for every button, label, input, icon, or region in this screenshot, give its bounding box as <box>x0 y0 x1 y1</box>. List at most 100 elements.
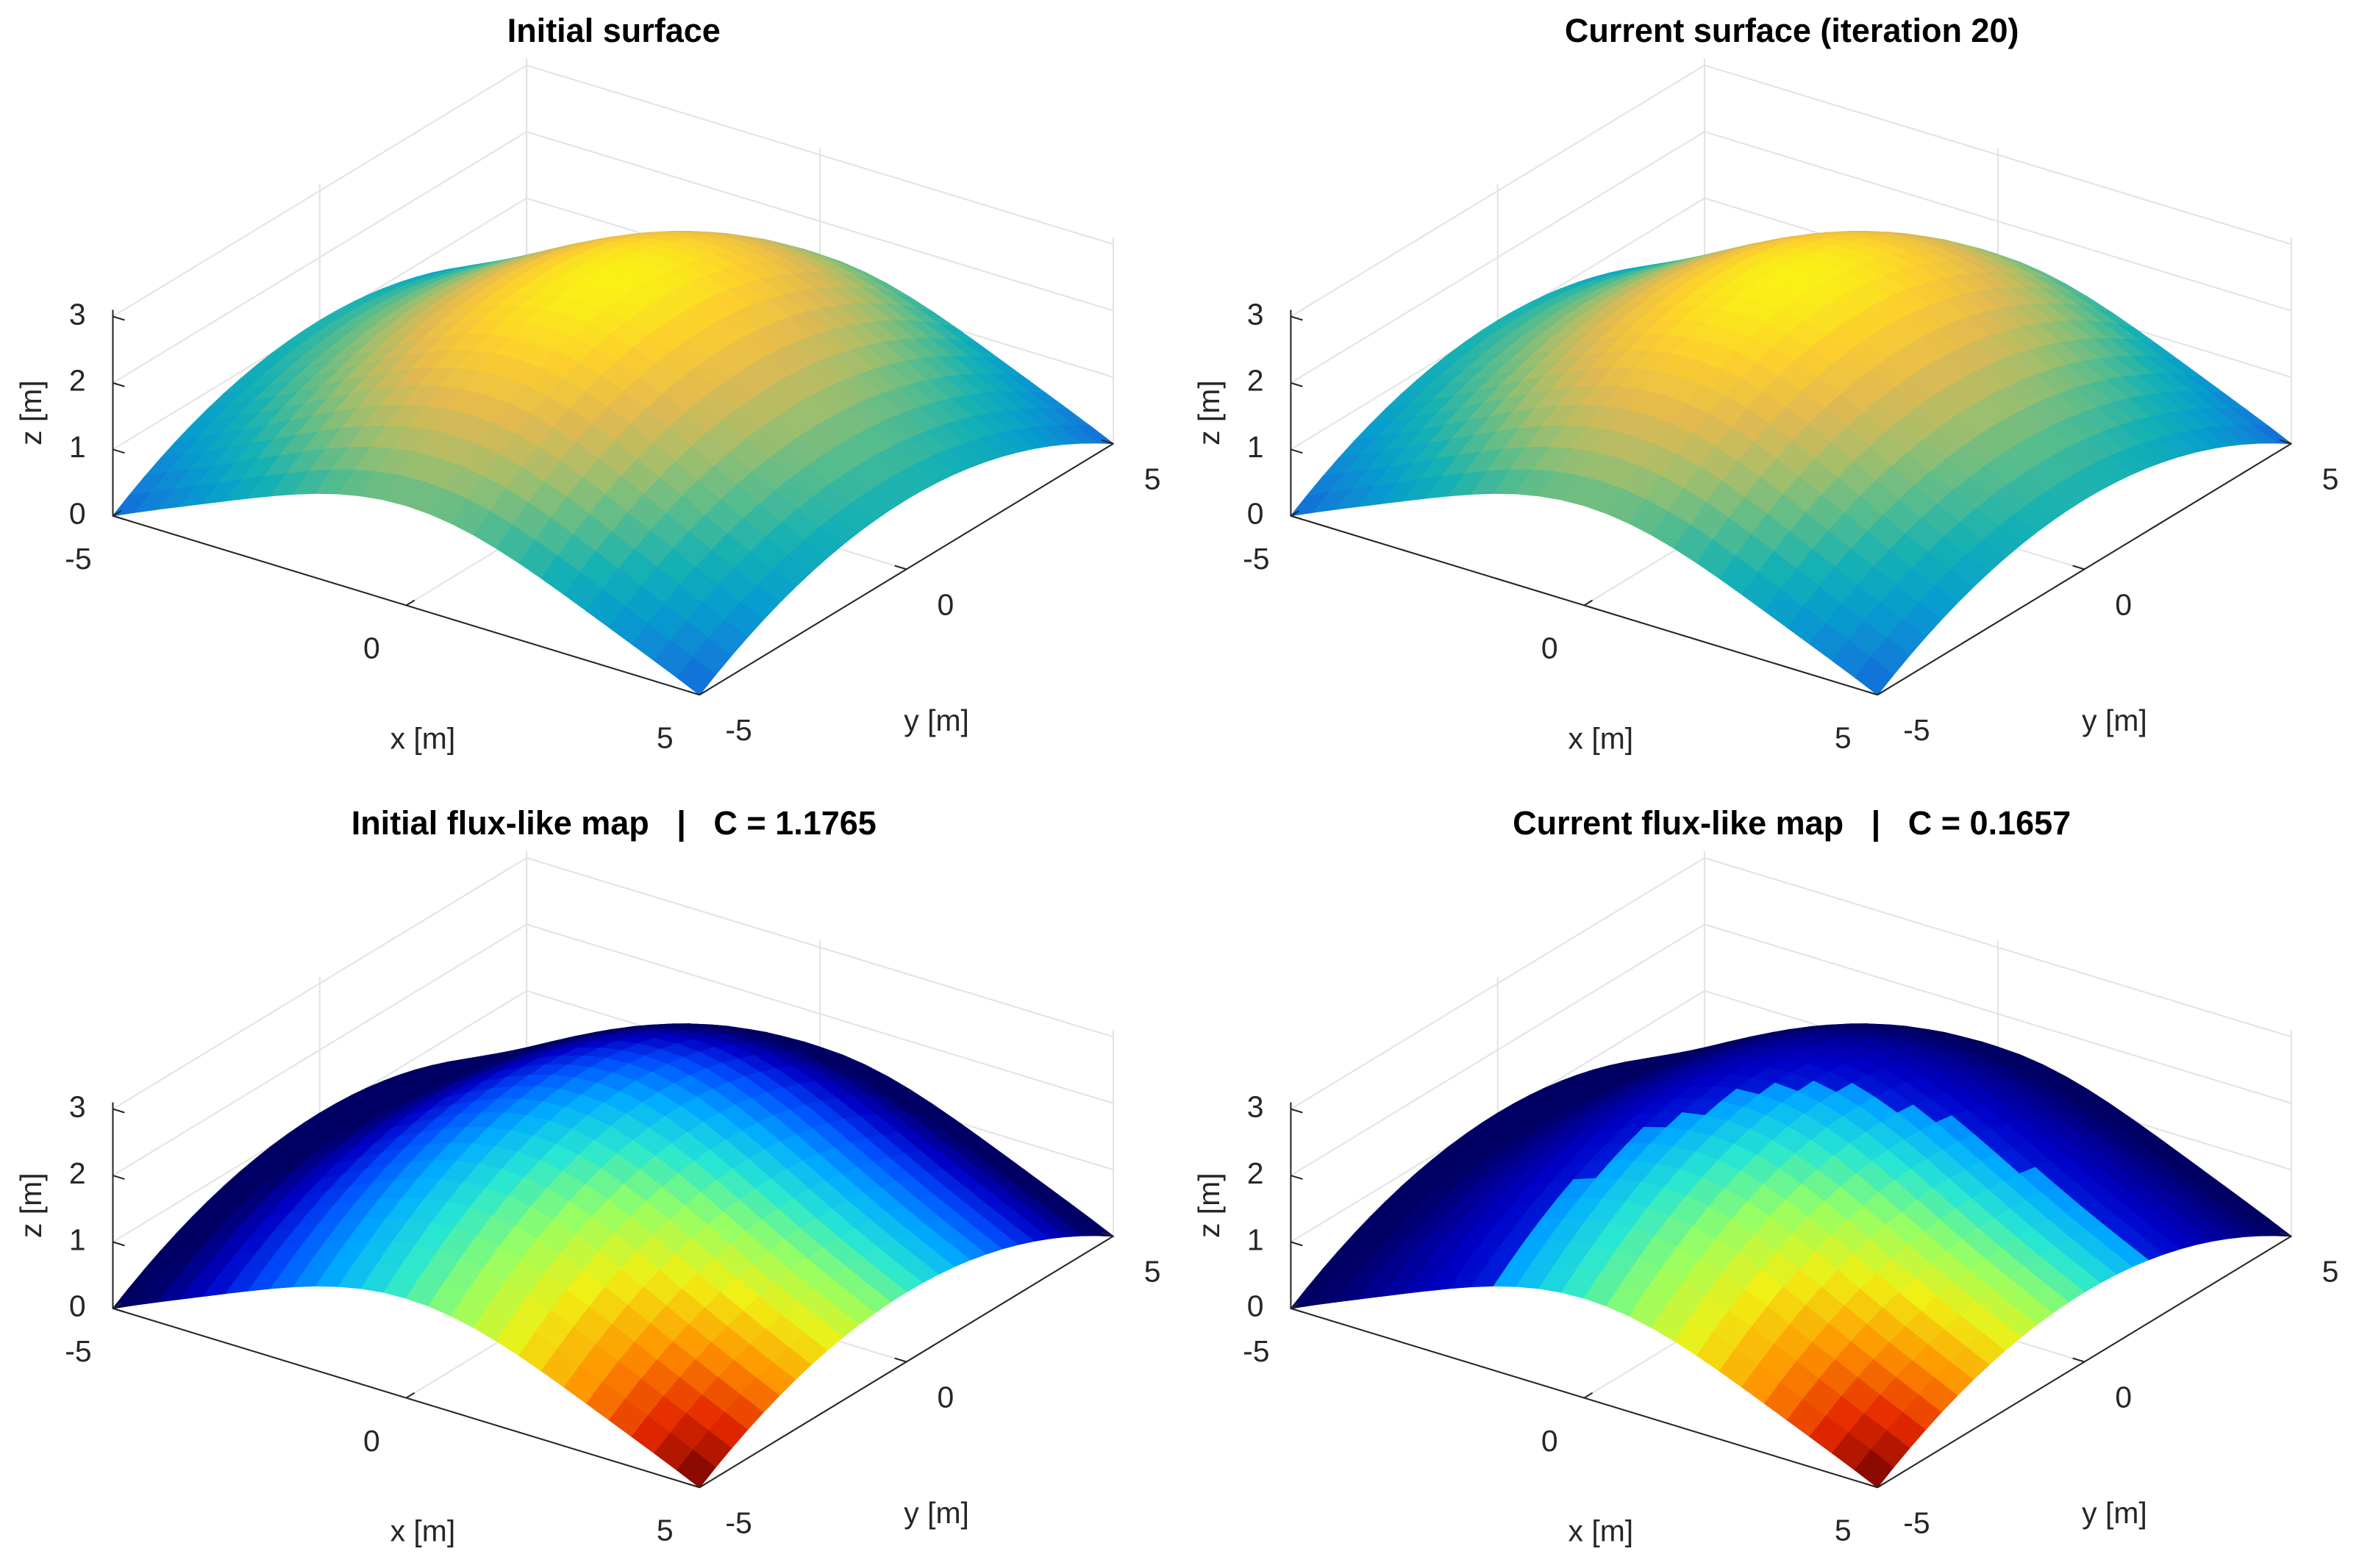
grid-line <box>1290 64 1705 318</box>
x-tick-label: 0 <box>363 1424 380 1458</box>
z-tick-label: 1 <box>1247 430 1264 464</box>
y-tick <box>1866 1483 1878 1489</box>
grid-line <box>526 64 1114 246</box>
y-tick-label: 0 <box>2115 587 2132 621</box>
z-tick <box>113 448 125 454</box>
z-tick-label: 0 <box>1247 497 1264 531</box>
x-axis-label: x [m] <box>390 721 456 755</box>
y-tick-label: 5 <box>2322 462 2339 495</box>
grid-line <box>112 64 527 318</box>
subplot: -5 0 5 -5 0 5 0 1 2 3 x [m] y [m] z [m] Initial surfa… <box>14 12 1161 755</box>
z-axis-label: z [m] <box>1192 1173 1226 1238</box>
y-tick-label: -5 <box>725 1506 752 1539</box>
z-tick <box>113 382 125 387</box>
z-tick <box>113 1175 125 1180</box>
z-tick-label: 0 <box>69 1289 86 1323</box>
y-tick-label: -5 <box>1903 713 1930 747</box>
y-tick <box>894 1357 907 1363</box>
surface-patch <box>676 1449 716 1489</box>
surface-patch <box>676 656 716 696</box>
x-tick <box>699 689 709 696</box>
subplot: -5 0 5 -5 0 5 0 1 2 3 x [m] y [m] z [m] Current flux-… <box>1192 804 2339 1547</box>
surface-patch <box>1854 1449 1894 1489</box>
y-tick <box>1101 439 1114 445</box>
y-axis-label: y [m] <box>2082 1496 2147 1530</box>
z-axis-label: z [m] <box>1192 380 1226 445</box>
z-tick <box>113 515 125 520</box>
x-axis-label: x [m] <box>1568 721 1634 755</box>
z-tick <box>113 315 125 321</box>
x-axis-label: x [m] <box>390 1514 456 1548</box>
z-tick <box>1291 382 1303 387</box>
y-tick-label: -5 <box>1903 1506 1930 1539</box>
z-tick <box>1291 1241 1303 1247</box>
grid-line <box>526 923 1114 1104</box>
y-tick <box>1866 690 1878 696</box>
x-tick <box>405 1392 415 1399</box>
y-tick-label: -5 <box>725 713 752 747</box>
z-tick-label: 1 <box>69 430 86 464</box>
x-tick <box>1583 599 1594 606</box>
x-tick <box>112 1303 122 1309</box>
y-tick <box>2279 1231 2292 1237</box>
y-tick <box>2072 565 2085 570</box>
x-tick <box>1583 1392 1594 1399</box>
y-axis-label: y [m] <box>2082 704 2147 737</box>
grid-line <box>112 923 527 1176</box>
z-tick <box>1291 515 1303 520</box>
grid-line <box>1704 923 2292 1104</box>
x-tick-label: 0 <box>1541 631 1558 665</box>
subplot: -5 0 5 -5 0 5 0 1 2 3 x [m] y [m] z [m] Initial flux-… <box>14 804 1161 1547</box>
y-axis-label: y [m] <box>904 1496 969 1530</box>
surface-patch <box>1854 656 1894 696</box>
x-tick-label: 0 <box>363 631 380 665</box>
x-tick-label: 5 <box>657 1514 674 1547</box>
z-tick-label: 1 <box>1247 1222 1264 1256</box>
z-tick <box>113 1307 125 1313</box>
x-tick-label: 5 <box>1835 720 1852 754</box>
grid-line <box>1704 64 2292 246</box>
chart-title: Current surface (iteration 20) <box>1565 12 2019 49</box>
x-tick-label: -5 <box>1243 1334 1269 1368</box>
x-tick <box>1290 1303 1300 1309</box>
z-tick-label: 3 <box>1247 1089 1264 1123</box>
z-axis-label: z [m] <box>14 380 48 445</box>
x-tick-label: 5 <box>1835 1514 1852 1547</box>
z-tick-label: 2 <box>1247 1156 1264 1190</box>
x-tick <box>1877 689 1887 696</box>
z-tick-label: 0 <box>69 497 86 531</box>
y-tick-label: 0 <box>937 587 954 621</box>
y-axis-label: y [m] <box>904 704 969 737</box>
x-tick <box>699 1481 709 1489</box>
z-tick <box>1291 1108 1303 1114</box>
z-tick-label: 1 <box>69 1222 86 1256</box>
grid-line <box>526 131 1114 312</box>
z-tick <box>113 1241 125 1247</box>
z-tick-label: 3 <box>69 1089 86 1123</box>
x-tick <box>405 599 415 606</box>
x-axis-label: x [m] <box>1568 1514 1634 1548</box>
y-tick <box>688 690 700 696</box>
grid-line <box>1704 857 2292 1038</box>
y-tick-label: 0 <box>2115 1380 2132 1414</box>
z-axis-label: z [m] <box>14 1173 48 1238</box>
y-tick-label: 5 <box>1144 462 1161 495</box>
grid-line <box>1704 131 2292 312</box>
grid-line <box>526 857 1114 1038</box>
x-tick <box>1877 1481 1887 1489</box>
z-tick <box>1291 1175 1303 1180</box>
chart-title: Initial surface <box>507 12 721 49</box>
z-tick-label: 0 <box>1247 1289 1264 1323</box>
grid-line <box>1290 131 1705 384</box>
grid-line <box>112 131 527 384</box>
x-tick-label: -5 <box>65 542 91 576</box>
z-tick-label: 2 <box>69 364 86 398</box>
y-tick-label: 0 <box>937 1380 954 1414</box>
x-tick-label: 5 <box>657 720 674 754</box>
z-tick <box>113 1108 125 1114</box>
x-tick <box>112 510 122 517</box>
z-tick-label: 2 <box>69 1156 86 1190</box>
z-tick-label: 3 <box>1247 297 1264 331</box>
y-tick <box>894 565 907 570</box>
chart-title: Current flux-like map | C = 0.1657 <box>1513 804 2071 842</box>
